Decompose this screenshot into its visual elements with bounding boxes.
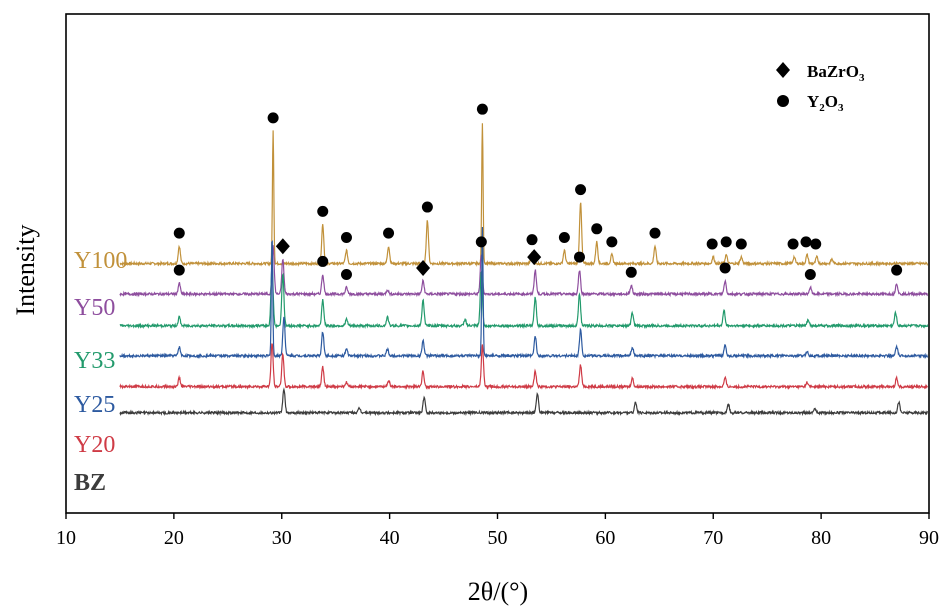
series-group: [119, 123, 929, 417]
y2o3-peak-marker: [706, 238, 718, 250]
legend-y2o3-label: Y2O3: [807, 92, 844, 114]
y2o3-peak-marker: [719, 262, 731, 274]
x-axis-ticks: 10 20 30 40 50 60 70 80 90: [56, 513, 939, 549]
x-tick-label: 10: [56, 527, 76, 549]
legend-diamond-marker: [776, 62, 790, 78]
series-line-y33: [119, 265, 929, 330]
y2o3-peak-marker: [649, 227, 661, 239]
x-tick-label: 50: [488, 527, 508, 549]
series-line-y25: [119, 227, 929, 360]
x-axis-label: 2θ/(°): [468, 577, 528, 606]
y2o3-peak-marker: [575, 184, 587, 196]
series-labels: Y100 Y50 Y33 Y25 Y20 BZ: [74, 248, 127, 496]
x-tick-label: 90: [919, 527, 939, 549]
series-label-y25: Y25: [74, 392, 115, 418]
y2o3-peak-marker: [526, 234, 538, 246]
series-line-bz: [119, 387, 929, 417]
series-label-bz: BZ: [74, 470, 106, 496]
x-tick-label: 60: [595, 527, 615, 549]
y2o3-peak-marker: [421, 201, 433, 213]
y2o3-peak-marker: [173, 264, 185, 276]
peak-markers: [173, 103, 903, 280]
y2o3-peak-marker: [804, 268, 816, 280]
y2o3-peak-marker: [475, 236, 487, 248]
x-tick-label: 30: [272, 527, 292, 549]
y2o3-peak-marker: [720, 236, 732, 248]
y2o3-peak-marker: [606, 236, 618, 248]
y2o3-peak-marker: [591, 223, 603, 235]
series-label-y100: Y100: [74, 248, 127, 274]
y2o3-peak-marker: [173, 227, 185, 239]
series-line-y20: [119, 343, 928, 391]
y2o3-peak-marker: [317, 205, 329, 217]
legend-circle-marker: [777, 95, 789, 107]
legend-bazro3-label: BaZrO3: [807, 62, 865, 84]
y2o3-peak-marker: [340, 268, 352, 280]
bazro3-peak-marker: [527, 249, 542, 266]
series-line-y50: [119, 245, 929, 298]
x-tick-label: 80: [811, 527, 831, 549]
series-label-y33: Y33: [74, 348, 115, 374]
y2o3-peak-marker: [558, 232, 570, 243]
legend: BaZrO3 Y2O3: [776, 62, 865, 114]
x-tick-label: 70: [703, 527, 723, 549]
y-axis-label: Intensity: [11, 225, 40, 316]
y2o3-peak-marker: [573, 251, 585, 263]
series-line-y100: [119, 123, 929, 267]
y2o3-peak-marker: [735, 238, 747, 250]
y2o3-peak-marker: [383, 227, 395, 239]
y2o3-peak-marker: [810, 238, 822, 250]
y2o3-peak-marker: [787, 238, 799, 250]
series-label-y20: Y20: [74, 432, 115, 458]
y2o3-peak-marker: [800, 236, 812, 248]
y2o3-peak-marker: [267, 112, 279, 124]
x-tick-label: 40: [380, 527, 400, 549]
y2o3-peak-marker: [476, 103, 488, 115]
y2o3-peak-marker: [317, 255, 329, 267]
series-label-y50: Y50: [74, 295, 115, 321]
bazro3-peak-marker: [416, 259, 431, 276]
y2o3-peak-marker: [340, 232, 352, 243]
y2o3-peak-marker: [891, 264, 903, 276]
x-tick-label: 20: [164, 527, 184, 549]
y2o3-peak-marker: [625, 266, 637, 278]
bazro3-peak-marker: [275, 238, 290, 255]
